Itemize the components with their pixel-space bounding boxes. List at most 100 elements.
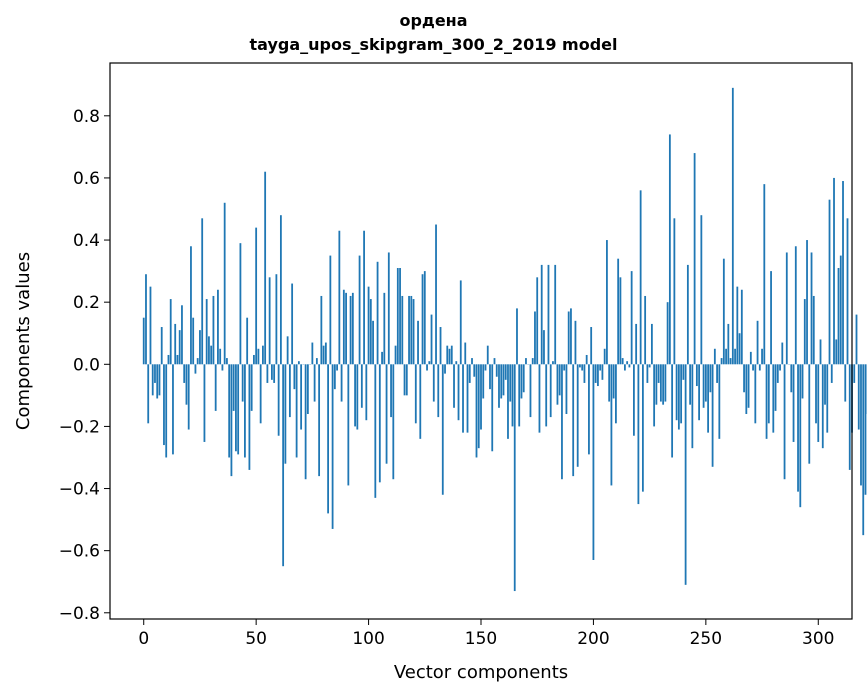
bar (821, 364, 824, 449)
bar (729, 358, 732, 365)
bar (203, 364, 206, 442)
bar (556, 364, 559, 405)
x-axis-ticks: 0 50 100 150 200 250 300 (138, 619, 834, 649)
bar (810, 252, 813, 365)
bar (639, 190, 642, 365)
chart-title-line2: tayga_upos_skipgram_300_2_2019 model (249, 35, 618, 54)
bar (176, 354, 179, 365)
bar (650, 323, 653, 365)
bar (248, 364, 251, 470)
bar (561, 364, 563, 480)
bar (160, 327, 163, 365)
bar (275, 274, 278, 365)
bar (549, 364, 552, 418)
bar (628, 364, 631, 368)
bar (624, 364, 626, 371)
bar (356, 364, 359, 430)
bar (648, 364, 651, 368)
bar (374, 364, 377, 498)
bar (419, 364, 422, 439)
bar (486, 345, 489, 365)
bar (540, 264, 543, 365)
bar (749, 351, 752, 365)
bar (432, 364, 435, 402)
bar (437, 364, 440, 418)
bar (504, 364, 507, 380)
bar (172, 364, 174, 455)
bar (608, 364, 611, 402)
bar (522, 364, 525, 393)
bar (367, 286, 370, 365)
bar (520, 364, 523, 399)
bar (378, 364, 381, 483)
bar (349, 295, 352, 365)
y-axis-ticks: −0.8 −0.6 −0.4 −0.2 0.0 0.2 0.4 0.6 0.8 (59, 107, 110, 624)
bar (835, 339, 838, 365)
bar (253, 354, 255, 365)
bar (498, 364, 500, 408)
bar (826, 364, 829, 433)
bar (360, 364, 363, 408)
bar (183, 364, 186, 383)
bar (241, 364, 244, 402)
bar (752, 364, 754, 371)
bar (426, 364, 428, 371)
x-tick-label: 0 (138, 629, 149, 649)
bar (808, 364, 811, 464)
x-tick-label: 150 (465, 629, 497, 649)
bar (657, 364, 660, 383)
bar (839, 255, 842, 365)
bar (477, 364, 480, 449)
y-tick-label: −0.2 (59, 417, 100, 437)
bar (255, 227, 258, 365)
chart-title-line1: ордена (399, 11, 468, 30)
bar (192, 317, 195, 365)
plot-frame (109, 62, 853, 620)
bar (327, 364, 329, 514)
bar (662, 364, 665, 405)
bar (329, 255, 332, 365)
bar (684, 364, 687, 585)
bar (585, 354, 588, 365)
bar (754, 364, 757, 424)
bar (318, 364, 321, 477)
bar (767, 364, 770, 424)
bar (291, 283, 294, 365)
bar (149, 286, 152, 365)
bar (543, 330, 545, 365)
bar (680, 364, 683, 424)
bar (455, 361, 458, 365)
bar (237, 364, 240, 455)
bar (381, 351, 383, 365)
bar (779, 364, 781, 371)
bar (837, 268, 840, 365)
bar (464, 342, 467, 365)
bar (682, 364, 685, 380)
bar (833, 177, 835, 365)
bar (686, 264, 689, 365)
bar (223, 202, 226, 365)
bar (774, 364, 777, 411)
y-tick-label: 0.0 (73, 355, 100, 375)
bar (266, 364, 269, 383)
bar (534, 311, 536, 365)
bar (610, 364, 613, 486)
bar (246, 317, 249, 365)
bar (617, 258, 620, 365)
bar (599, 364, 602, 371)
bar (417, 320, 419, 365)
bar (743, 364, 745, 393)
bar (363, 230, 365, 365)
bar (423, 271, 426, 365)
bar (293, 364, 296, 390)
bar (250, 364, 253, 411)
bar (731, 87, 734, 365)
bar (342, 289, 345, 365)
bar (414, 364, 417, 424)
bar (763, 184, 766, 365)
bar (536, 277, 539, 365)
bar (738, 333, 741, 365)
bar (277, 364, 280, 436)
bar (142, 317, 145, 365)
